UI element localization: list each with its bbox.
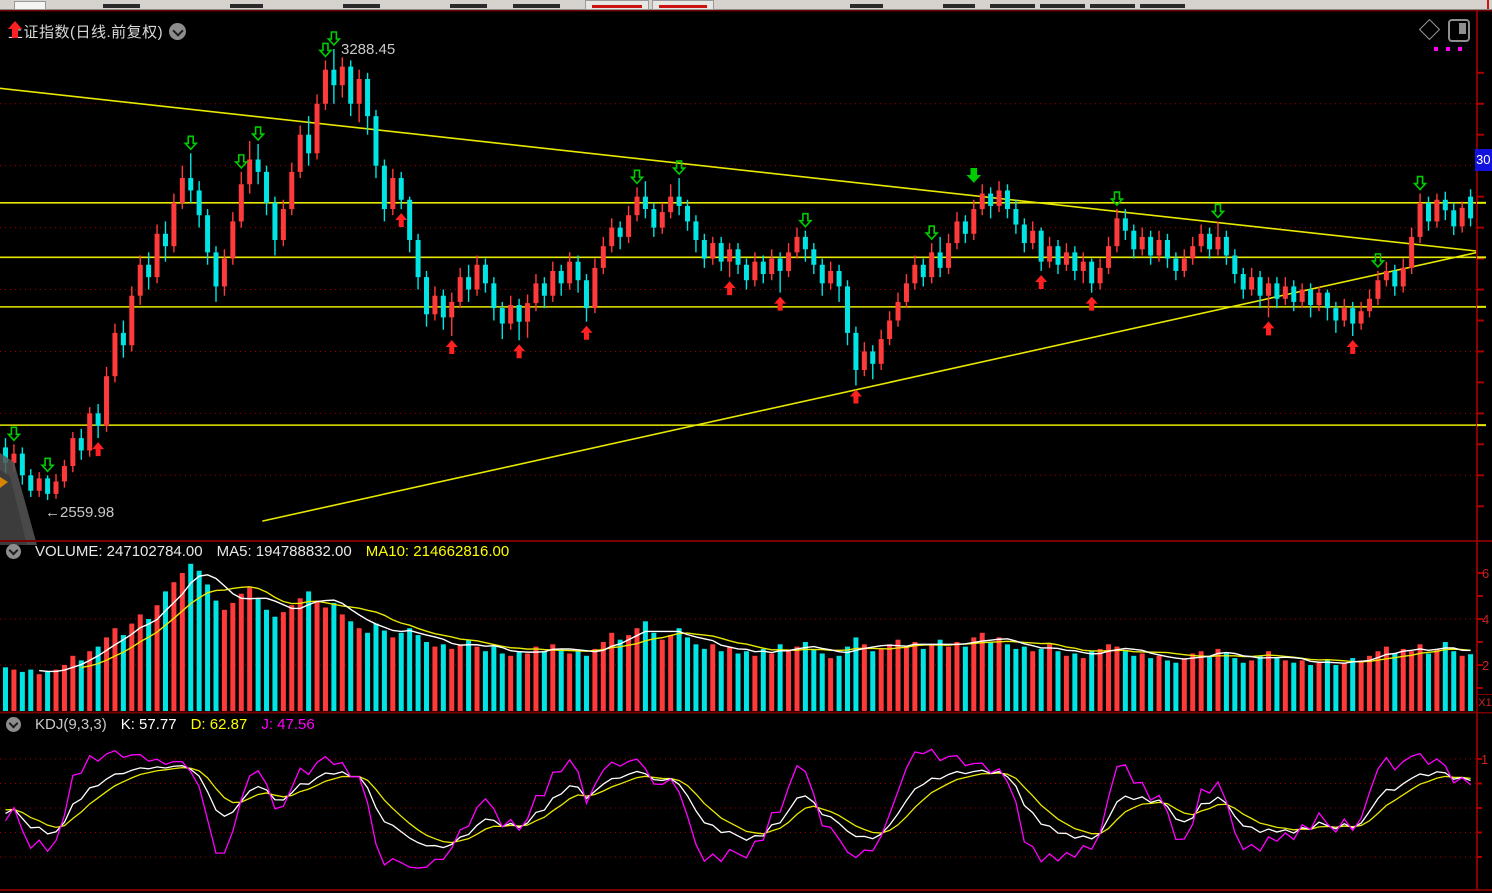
red-label-clipped	[659, 5, 707, 8]
kdj-j-value: J: 47.56	[261, 716, 315, 733]
volume-gridlines	[0, 618, 1477, 666]
kdj-d-value: D: 62.87	[190, 716, 248, 733]
diamond-icon[interactable]	[1418, 18, 1441, 41]
kdj-axis-label: 1	[1481, 752, 1489, 767]
symbol-title: 上证指数(日线.前复权)	[8, 24, 164, 41]
yellow-hlines	[0, 202, 1477, 426]
kdj-pane-header: KDJ(9,3,3) K: 57.77 D: 62.87 J: 47.56	[6, 716, 315, 733]
menu-bar	[0, 0, 1492, 10]
price-gridlines	[0, 103, 1477, 476]
signal-markers	[6, 31, 1428, 473]
collapse-pane-button[interactable]	[169, 23, 187, 40]
volume-unit-label: X1	[1477, 694, 1492, 713]
menu-red-button-2[interactable]	[652, 0, 714, 10]
price-axis-badge: 30	[1475, 149, 1492, 171]
menu-item-clipped[interactable]	[1040, 4, 1085, 8]
volume-ma5-value: MA5: 194788832.00	[216, 543, 352, 560]
main-pane-header: 上证指数(日线.前复权)	[8, 21, 187, 42]
menu-item-clipped[interactable]	[990, 4, 1035, 8]
menu-red-button-1[interactable]	[585, 0, 649, 10]
menu-item-clipped[interactable]	[850, 4, 883, 8]
volume-ma10-line	[81, 586, 1471, 669]
candles-layer	[3, 49, 1474, 501]
volume-axis-label: 6	[1482, 566, 1489, 581]
trough-price-label: ←2559.98	[45, 504, 115, 521]
kdj-j-line	[4, 748, 1471, 869]
menu-item-clipped[interactable]	[1090, 4, 1135, 8]
menu-item-clipped[interactable]	[343, 4, 380, 8]
kdj-name: KDJ(9,3,3)	[35, 716, 107, 733]
menu-item-clipped[interactable]	[230, 4, 263, 8]
volume-ma10-value: MA10: 214662816.00	[365, 543, 510, 560]
volume-axis-label: 4	[1482, 612, 1489, 627]
menu-item-clipped[interactable]	[103, 4, 140, 8]
menu-item-clipped[interactable]	[450, 4, 487, 8]
kdj-k-line	[5, 765, 1471, 849]
trend-up-arrow-icon	[8, 21, 22, 38]
pane-corner-controls	[1418, 18, 1488, 54]
kdj-gridlines	[0, 758, 1477, 858]
collapse-kdj-button[interactable]	[6, 717, 21, 732]
menu-item-clipped[interactable]	[1140, 4, 1185, 8]
app-logo	[14, 1, 46, 10]
volume-ma5-line	[39, 574, 1471, 673]
split-panel-icon[interactable]	[1448, 19, 1470, 42]
axis-ticks: 6 4 2	[1477, 71, 1489, 858]
volume-value: VOLUME: 247102784.00	[35, 543, 203, 560]
pane-frame	[0, 9, 1492, 891]
kdj-d-line	[5, 766, 1471, 844]
menu-right-tick	[1487, 0, 1489, 9]
menu-item-clipped[interactable]	[943, 4, 975, 8]
corner-watermark	[0, 453, 37, 545]
collapse-volume-button[interactable]	[6, 544, 21, 559]
menu-item-clipped[interactable]	[513, 4, 560, 8]
peak-price-label: 3288.45	[341, 41, 396, 58]
volume-axis-label: 2	[1482, 658, 1489, 673]
yellow-trendlines	[0, 87, 1478, 522]
kdj-k-value: K: 57.77	[120, 716, 177, 733]
red-label-clipped	[592, 5, 642, 8]
volume-bars-layer	[3, 563, 1474, 711]
volume-pane-header: VOLUME: 247102784.00 MA5: 194788832.00 M…	[6, 543, 509, 560]
